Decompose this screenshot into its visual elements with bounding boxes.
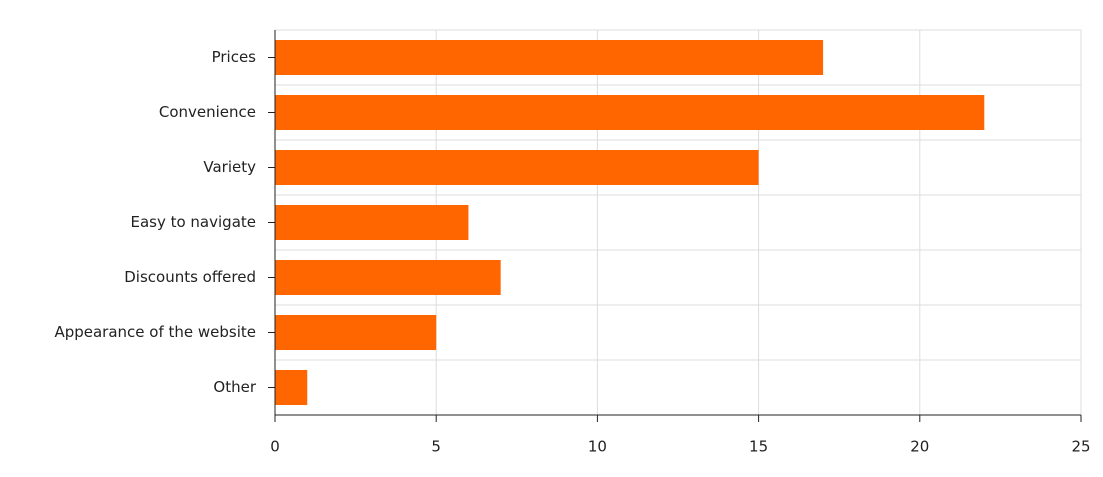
x-tick-label: 0	[270, 438, 280, 456]
bar	[275, 150, 759, 185]
y-tick-label: Discounts offered	[124, 268, 256, 286]
y-tick-label: Easy to navigate	[130, 213, 256, 231]
x-tick-label: 10	[588, 438, 607, 456]
x-tick-label: 25	[1071, 438, 1090, 456]
bar	[275, 205, 469, 240]
y-tick-label: Other	[213, 378, 256, 396]
bar	[275, 260, 501, 295]
bar	[275, 370, 308, 405]
bar	[275, 95, 985, 130]
y-tick-label: Variety	[203, 158, 256, 176]
x-tick-label: 5	[431, 438, 441, 456]
y-tick-label: Appearance of the website	[54, 323, 256, 341]
bar	[275, 315, 437, 350]
y-tick-label: Prices	[212, 48, 257, 66]
x-tick-label: 15	[749, 438, 768, 456]
x-tick-label: 20	[910, 438, 929, 456]
bar	[275, 40, 824, 75]
y-tick-label: Convenience	[159, 103, 256, 121]
